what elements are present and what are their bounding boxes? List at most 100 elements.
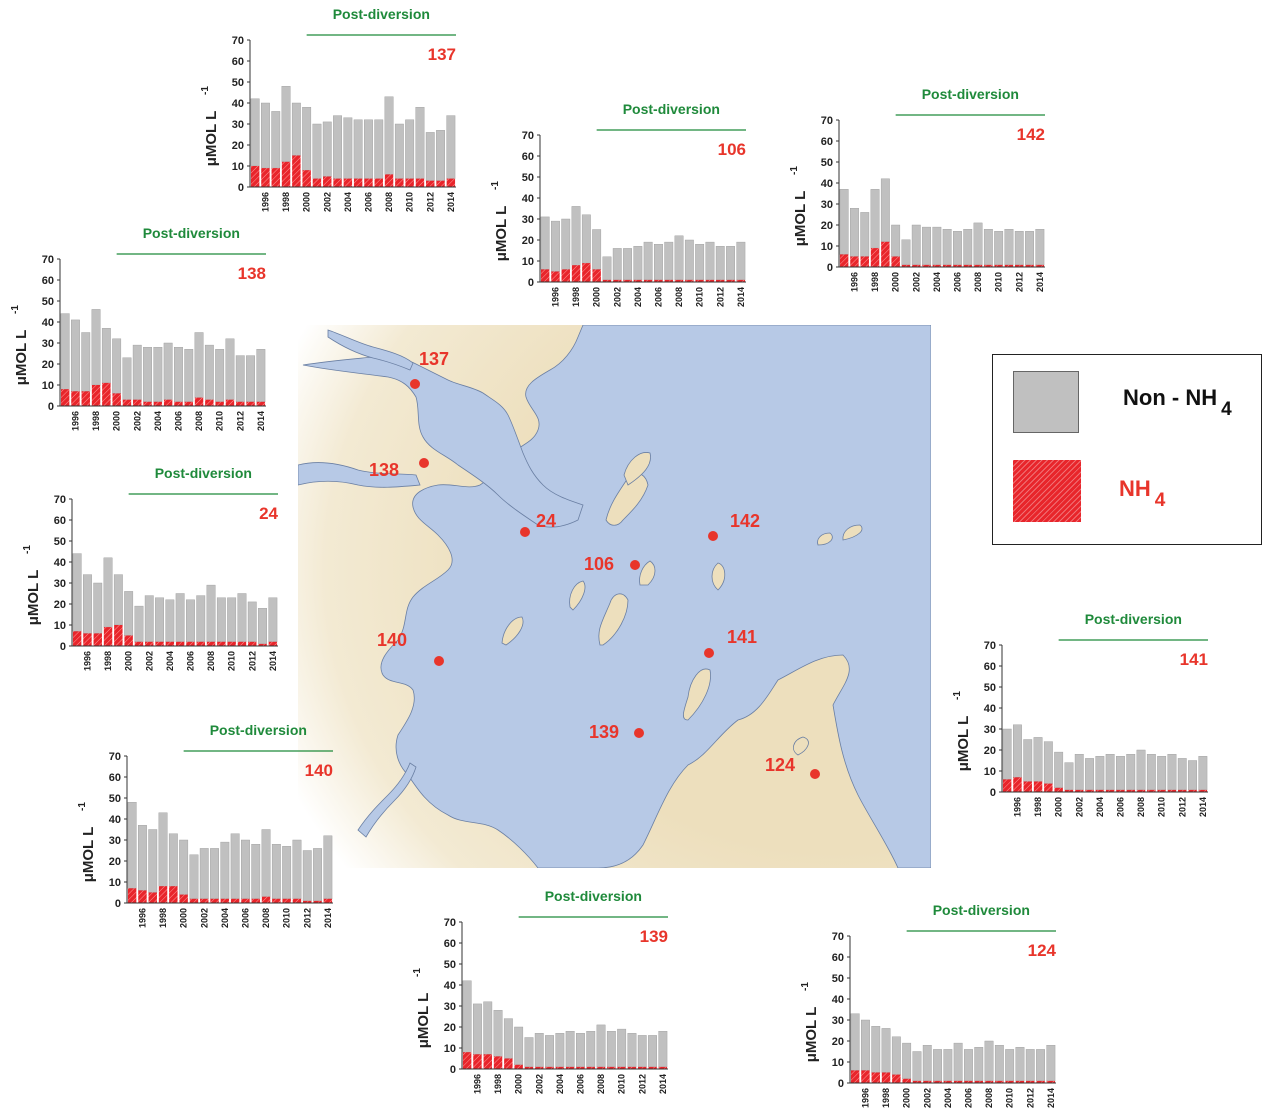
bar-nh4: [246, 401, 255, 406]
bar-non-nh4: [165, 599, 175, 643]
station-dot-140[interactable]: [434, 656, 444, 666]
x-tick-label: 1996: [550, 287, 560, 307]
chart-svg: 0 10 20 30 40 50 60 70 1996 1998 2000 2002 2004 2006 2…: [200, 6, 456, 212]
bar-nh4: [1188, 789, 1197, 792]
bar-nh4: [405, 178, 414, 187]
y-axis-label: μMOL L: [792, 191, 809, 247]
bar-nh4: [912, 1080, 922, 1083]
bar-nh4: [60, 389, 70, 406]
bar-nh4: [462, 1052, 472, 1069]
chart-station-number: 106: [718, 140, 746, 159]
chart-panel-138: 0 10 20 30 40 50 60 70 1996 1998 2000 2002 2004 2006 2…: [8, 224, 273, 434]
bar-non-nh4: [251, 843, 261, 899]
bar-nh4: [148, 892, 157, 903]
station-dot-138[interactable]: [419, 458, 429, 468]
bar-non-nh4: [586, 1030, 596, 1068]
bar-nh4: [282, 898, 291, 903]
bar-non-nh4: [861, 1019, 870, 1071]
bar-non-nh4: [871, 1026, 881, 1073]
bar-nh4: [613, 279, 622, 282]
station-dot-124[interactable]: [810, 769, 820, 779]
bar-non-nh4: [637, 1035, 647, 1068]
bar-non-nh4: [715, 246, 725, 281]
y-tick-label: 40: [232, 98, 244, 110]
y-tick-label: 20: [109, 856, 121, 868]
station-dot-106[interactable]: [630, 560, 640, 570]
bar-non-nh4: [514, 1026, 524, 1065]
bar-non-nh4: [493, 1009, 503, 1057]
station-dot-141[interactable]: [704, 648, 714, 658]
bar-nh4: [850, 256, 859, 267]
bar-non-nh4: [596, 1024, 606, 1068]
bar-non-nh4: [576, 1033, 585, 1068]
bar-non-nh4: [1025, 1049, 1035, 1082]
y-tick-label: 20: [444, 1022, 456, 1034]
bar-non-nh4: [953, 1042, 963, 1082]
bar-nh4: [292, 155, 301, 187]
bar-nh4: [1033, 781, 1043, 792]
chart-station-number: 141: [1180, 650, 1208, 669]
bar-non-nh4: [994, 1044, 1004, 1082]
x-tick-label: 1996: [860, 1088, 870, 1108]
bar-nh4: [145, 641, 154, 646]
y-tick-label: 70: [42, 254, 54, 266]
bar-non-nh4: [606, 1030, 616, 1068]
station-dot-142[interactable]: [708, 531, 718, 541]
bar-non-nh4: [850, 1013, 860, 1071]
island: [793, 736, 809, 756]
station-dot-139[interactable]: [634, 728, 644, 738]
bar-non-nh4: [503, 1018, 513, 1059]
bar-nh4: [155, 641, 164, 646]
bar-nh4: [215, 401, 224, 406]
bar-nh4: [648, 1066, 657, 1069]
y-tick-label: 30: [984, 724, 996, 736]
bar-non-nh4: [246, 355, 255, 403]
y-tick-label: 50: [832, 973, 844, 985]
bar-nh4: [1085, 789, 1094, 792]
bar-non-nh4: [1116, 756, 1125, 791]
bar-non-nh4: [1023, 739, 1033, 782]
station-dot-137[interactable]: [410, 379, 420, 389]
bar-nh4: [973, 264, 983, 267]
bar-nh4: [200, 898, 209, 903]
x-tick-label: 2010: [215, 411, 225, 431]
y-tick-label: 70: [984, 640, 996, 652]
bar-non-nh4: [736, 241, 746, 281]
bar-nh4: [1015, 264, 1024, 267]
bar-non-nh4: [93, 582, 103, 634]
x-tick-label: 2012: [1014, 272, 1024, 292]
y-tick-label: 30: [42, 338, 54, 350]
bar-non-nh4: [922, 1044, 932, 1082]
bar-nh4: [555, 1066, 565, 1069]
bar-nh4: [881, 241, 890, 267]
y-tick-label: 10: [832, 1057, 844, 1069]
x-tick-label: 2000: [891, 272, 901, 292]
island: [639, 560, 656, 586]
bar-non-nh4: [623, 248, 632, 281]
bar-nh4: [953, 1080, 963, 1083]
x-tick-label: 2008: [194, 411, 204, 431]
harbor-map: 137 138 24 106 142 140 141 139 124: [298, 325, 931, 868]
bar-nh4: [861, 1070, 870, 1083]
y-tick-label: 10: [522, 256, 534, 268]
bar-nh4: [716, 279, 725, 282]
y-tick-label: 10: [444, 1043, 456, 1055]
station-dot-24[interactable]: [520, 527, 530, 537]
bar-nh4: [493, 1056, 503, 1069]
bar-non-nh4: [942, 228, 952, 266]
x-tick-label: 2014: [268, 651, 278, 671]
bar-nh4: [415, 178, 425, 187]
bar-non-nh4: [261, 829, 271, 897]
bar-non-nh4: [643, 241, 653, 281]
bar-nh4: [138, 890, 147, 903]
bar-nh4: [726, 279, 735, 282]
bar-non-nh4: [134, 605, 144, 643]
bar-non-nh4: [860, 212, 870, 257]
x-tick-label: 2000: [514, 1074, 524, 1094]
bar-non-nh4: [1157, 756, 1167, 791]
bar-non-nh4: [1167, 753, 1177, 791]
y-tick-label: 50: [821, 157, 833, 169]
y-tick-label: 60: [444, 938, 456, 950]
x-tick-label: 2008: [384, 192, 394, 212]
bar-nh4: [446, 178, 456, 187]
